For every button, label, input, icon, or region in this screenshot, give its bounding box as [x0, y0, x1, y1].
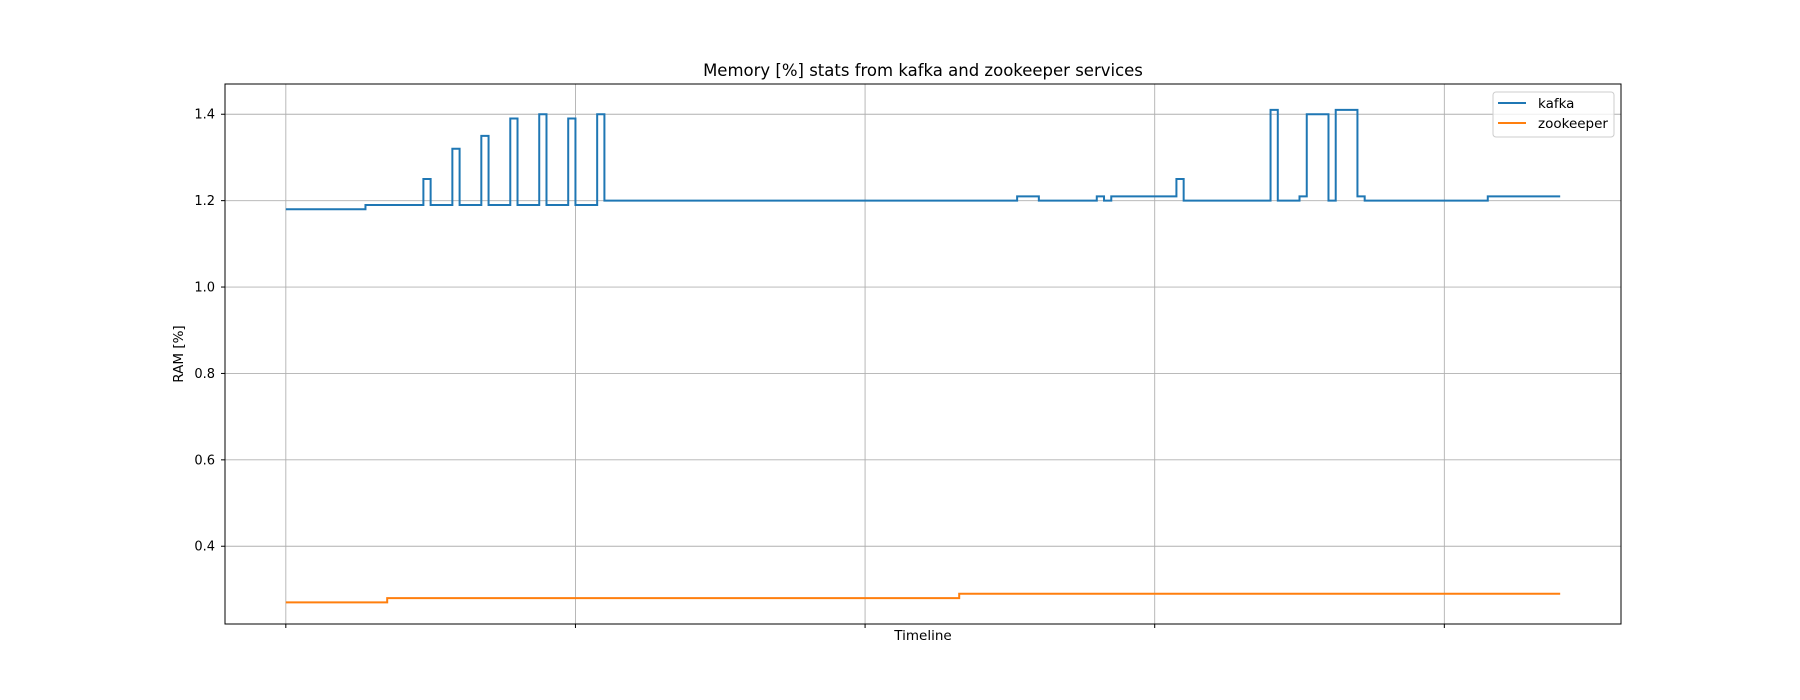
y-tick-label: 1.4 [194, 108, 215, 123]
x-axis-label: Timeline [893, 628, 951, 644]
y-tick-label: 0.6 [194, 453, 215, 468]
y-tick-label: 1.2 [194, 194, 215, 209]
plot-frame [224, 83, 1622, 625]
chart-title: Memory [%] stats from kafka and zookeepe… [703, 61, 1143, 80]
x-axis-ticks [285, 624, 1445, 628]
legend-kafka-label: kafka [1538, 96, 1574, 112]
y-tick-label: 0.4 [194, 540, 215, 555]
y-tick-label: 0.8 [194, 367, 215, 382]
y-axis-ticks: 0.4 0.6 0.8 1.0 1.2 1.4 [194, 108, 225, 555]
series-line-zookeeper [285, 592, 1561, 604]
legend: kafka zookeeper [1492, 91, 1615, 138]
series-layer [285, 108, 1561, 604]
y-tick-label: 1.0 [194, 281, 215, 296]
series-line-kafka [285, 108, 1561, 211]
legend-zookeeper-label: zookeeper [1538, 116, 1608, 132]
y-axis-label: RAM [%] [171, 325, 187, 382]
